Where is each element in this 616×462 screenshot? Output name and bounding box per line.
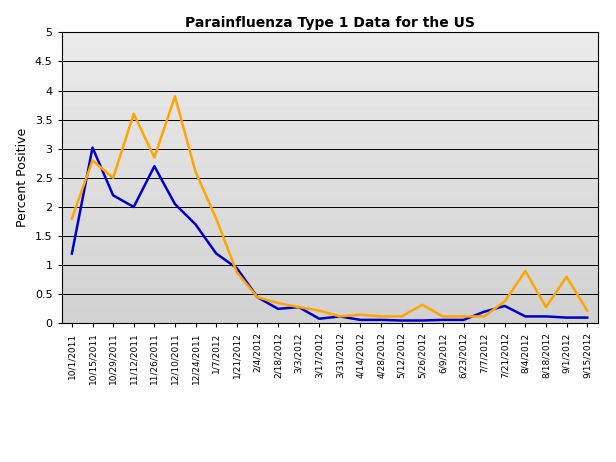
Virus Isolation	[89, 158, 96, 163]
Antigen Detection	[233, 265, 240, 271]
Antigen Detection	[151, 164, 158, 169]
Virus Isolation	[254, 294, 261, 300]
Antigen Detection	[295, 304, 302, 310]
Title: Parainfluenza Type 1 Data for the US: Parainfluenza Type 1 Data for the US	[185, 16, 474, 30]
Antigen Detection	[254, 294, 261, 300]
Virus Isolation	[398, 314, 405, 319]
Virus Isolation	[542, 304, 549, 310]
Virus Isolation	[151, 155, 158, 160]
Virus Isolation	[192, 169, 200, 175]
Antigen Detection	[439, 317, 447, 322]
Virus Isolation	[336, 314, 344, 319]
Line: Antigen Detection: Antigen Detection	[72, 147, 587, 321]
Virus Isolation	[274, 300, 282, 306]
Antigen Detection	[398, 318, 405, 323]
Virus Isolation	[233, 269, 240, 275]
Antigen Detection	[583, 315, 591, 320]
Virus Isolation	[378, 314, 385, 319]
Antigen Detection	[378, 317, 385, 322]
Antigen Detection	[274, 306, 282, 312]
Virus Isolation	[501, 298, 508, 304]
Antigen Detection	[542, 314, 549, 319]
Antigen Detection	[501, 303, 508, 309]
Virus Isolation	[68, 216, 76, 221]
Antigen Detection	[130, 204, 137, 210]
Line: Virus Isolation: Virus Isolation	[72, 97, 587, 316]
Virus Isolation	[522, 268, 529, 274]
Virus Isolation	[315, 308, 323, 313]
Virus Isolation	[419, 302, 426, 308]
Antigen Detection	[89, 145, 96, 150]
Antigen Detection	[563, 315, 570, 320]
Antigen Detection	[522, 314, 529, 319]
Virus Isolation	[357, 312, 364, 317]
Virus Isolation	[171, 94, 179, 99]
Antigen Detection	[460, 317, 467, 322]
Antigen Detection	[336, 314, 344, 319]
Virus Isolation	[439, 314, 447, 319]
Antigen Detection	[68, 251, 76, 256]
Virus Isolation	[213, 216, 220, 221]
Y-axis label: Percent Positive: Percent Positive	[16, 128, 30, 227]
Virus Isolation	[295, 304, 302, 310]
Virus Isolation	[110, 175, 117, 181]
Virus Isolation	[583, 308, 591, 313]
Antigen Detection	[357, 317, 364, 322]
Antigen Detection	[110, 193, 117, 198]
Antigen Detection	[315, 316, 323, 322]
Virus Isolation	[130, 111, 137, 116]
Virus Isolation	[460, 314, 467, 319]
Antigen Detection	[192, 222, 200, 227]
Virus Isolation	[563, 274, 570, 280]
Antigen Detection	[480, 309, 488, 315]
Antigen Detection	[213, 251, 220, 256]
Virus Isolation	[480, 314, 488, 319]
Antigen Detection	[419, 318, 426, 323]
Antigen Detection	[171, 201, 179, 207]
